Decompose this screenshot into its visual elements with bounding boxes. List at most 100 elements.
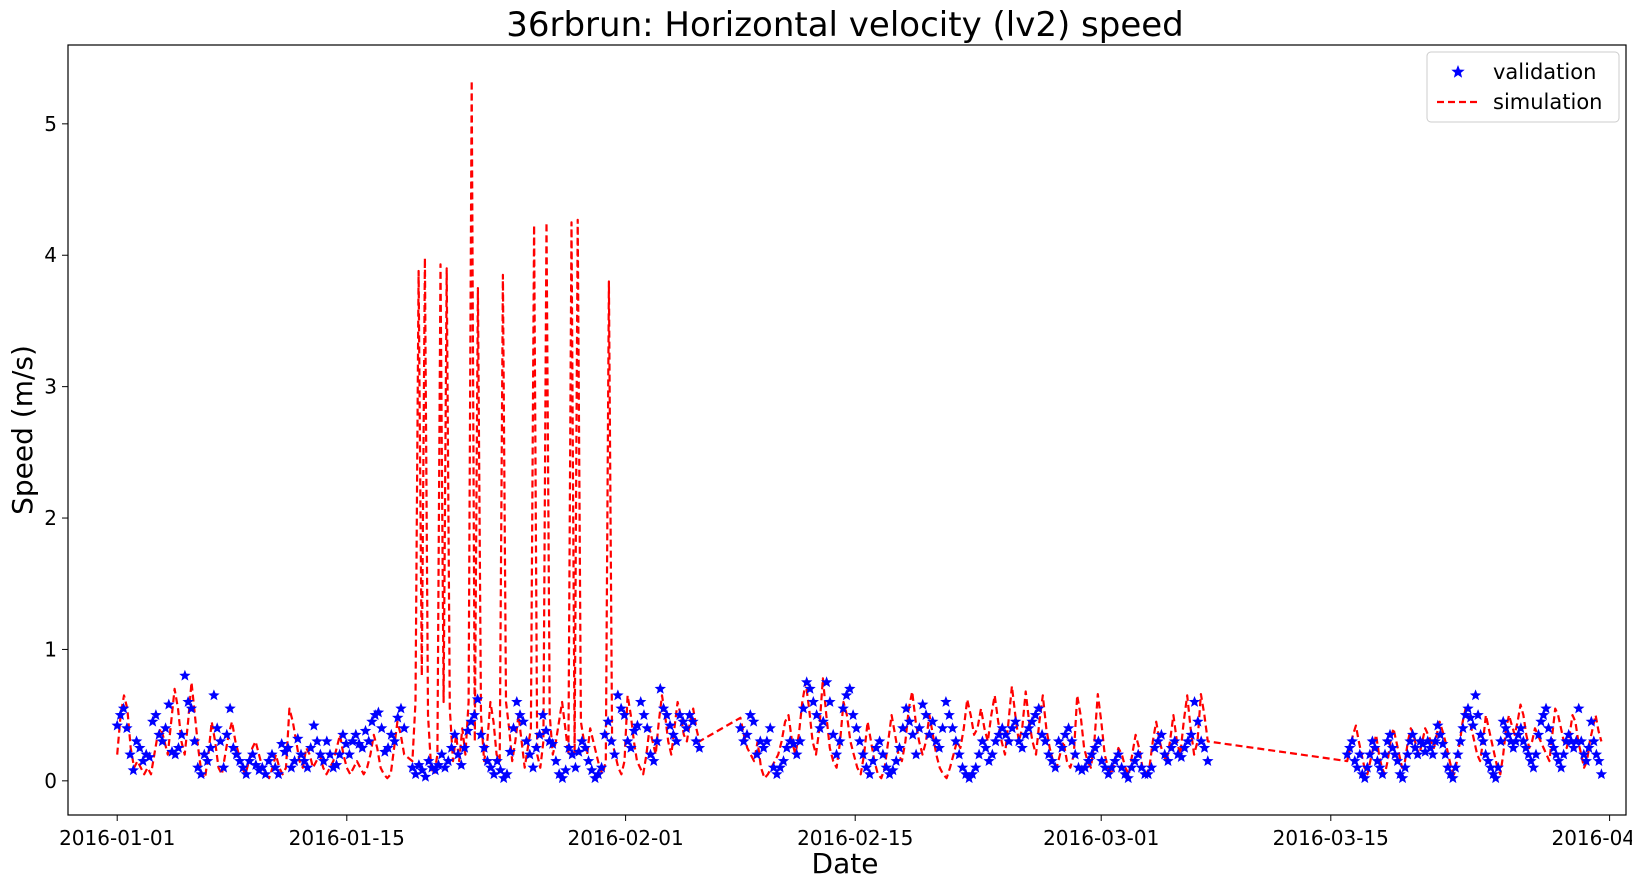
validation-point [1502, 728, 1514, 740]
validation-point [1565, 735, 1577, 747]
validation-point [1086, 748, 1098, 760]
validation-point [1172, 748, 1184, 760]
validation-point [1359, 772, 1371, 784]
validation-point [1361, 761, 1373, 773]
validation-point [462, 724, 474, 736]
validation-point [117, 702, 130, 714]
validation-point [478, 742, 490, 753]
validation-point [1386, 742, 1399, 753]
validation-point [282, 742, 294, 753]
validation-point [771, 768, 783, 780]
validation-point [986, 748, 998, 760]
validation-point [147, 715, 159, 727]
validation-point [1555, 761, 1567, 773]
validation-point [243, 755, 256, 766]
validation-point [1165, 742, 1177, 753]
validation-point [595, 761, 608, 773]
validation-point [1593, 755, 1605, 766]
validation-point [1072, 761, 1085, 773]
validation-point [1142, 768, 1154, 780]
validation-point [1580, 755, 1592, 766]
validation-point [195, 768, 207, 780]
validation-point [1399, 761, 1411, 773]
validation-point [537, 709, 549, 720]
validation-point [436, 748, 448, 760]
validation-point [1168, 735, 1181, 747]
validation-point [930, 735, 942, 747]
validation-point [324, 748, 336, 760]
validation-point [1535, 715, 1547, 727]
validation-point [1485, 761, 1497, 773]
validation-point [455, 759, 467, 770]
validation-point [927, 715, 939, 727]
validation-point [1092, 735, 1105, 747]
validation-point [667, 728, 679, 740]
validation-point [1178, 742, 1191, 753]
validation-point [285, 761, 297, 773]
validation-point [1046, 755, 1058, 766]
validation-point [940, 696, 952, 707]
validation-point [250, 759, 262, 770]
validation-point [1039, 735, 1052, 747]
validation-point [1432, 719, 1444, 731]
validation-point [1515, 722, 1527, 734]
validation-point [363, 735, 375, 747]
validation-point [246, 748, 259, 760]
validation-point [976, 735, 989, 747]
validation-point [903, 715, 916, 727]
validation-point [1175, 751, 1187, 762]
validation-point [680, 722, 693, 734]
validation-point [205, 742, 217, 753]
validation-point [774, 761, 786, 773]
validation-point [983, 755, 995, 766]
validation-point [761, 735, 773, 747]
validation-point [1467, 719, 1479, 731]
validation-point [1106, 761, 1118, 773]
validation-point [1429, 735, 1441, 747]
validation-point [269, 761, 281, 773]
validation-point [933, 742, 945, 753]
validation-point [256, 761, 268, 773]
validation-point [527, 761, 539, 773]
validation-point [1550, 748, 1562, 760]
validation-point [553, 768, 565, 780]
validation-point [1424, 742, 1436, 753]
validation-point [573, 745, 585, 757]
validation-point [867, 755, 879, 766]
validation-point [458, 742, 471, 753]
validation-point [738, 735, 750, 747]
validation-point [1434, 728, 1446, 740]
validation-point [1530, 748, 1542, 760]
validation-point [127, 764, 139, 776]
validation-point [1369, 742, 1381, 753]
validation-point [605, 735, 617, 747]
validation-point [375, 722, 388, 734]
validation-point [350, 728, 362, 740]
validation-point [163, 698, 175, 710]
validation-point [1568, 742, 1580, 753]
validation-point [1517, 735, 1530, 747]
y-tick-label: 1 [44, 637, 57, 661]
validation-point [887, 764, 899, 776]
validation-point [520, 735, 533, 747]
validation-point [1376, 768, 1389, 780]
validation-point [1522, 748, 1535, 760]
validation-point [797, 702, 810, 714]
validation-point [166, 745, 178, 757]
validation-point [877, 748, 889, 760]
validation-point [1056, 742, 1068, 753]
validation-point [960, 768, 972, 780]
validation-point [810, 709, 823, 720]
plot-frame [67, 44, 1627, 816]
validation-point [1009, 715, 1022, 727]
validation-point [1510, 735, 1522, 747]
validation-point [635, 696, 647, 707]
validation-point [359, 724, 372, 736]
validation-point [501, 768, 513, 780]
validation-point [1356, 768, 1368, 780]
validation-point [369, 709, 381, 720]
validation-point [1145, 761, 1158, 773]
validation-point [410, 768, 422, 780]
validation-point [475, 728, 487, 740]
